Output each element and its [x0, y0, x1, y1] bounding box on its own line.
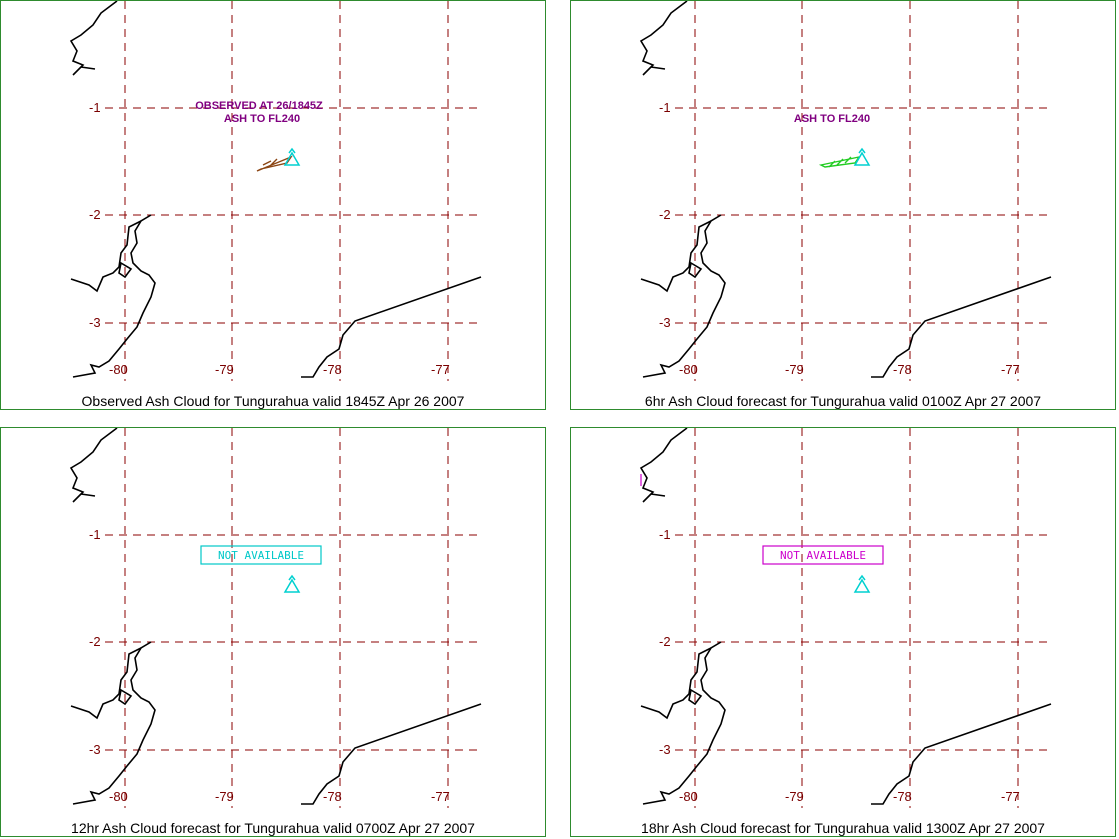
lat-label: -1 — [659, 527, 671, 542]
lat-label: -2 — [89, 207, 101, 222]
volcano-icon — [853, 574, 871, 593]
map-panel-18hr: -1 -2 -3 -80 -79 -78 -77 NOT AVAILABLE 1… — [570, 427, 1116, 837]
map-svg: -1 -2 -3 -80 -79 -78 -77 OBSERVED AT 26/… — [69, 1, 482, 381]
coastline — [639, 428, 1052, 805]
map-panel-6hr: -1 -2 -3 -80 -79 -78 -77 ASH TO FL240 6h… — [570, 0, 1116, 410]
ash-label-line: ASH TO FL240 — [224, 113, 300, 125]
map-panel-observed: -1 -2 -3 -80 -79 -78 -77 OBSERVED AT 26/… — [0, 0, 546, 410]
map-svg: -1 -2 -3 -80 -79 -78 -77 ASH TO FL240 — [639, 1, 1052, 381]
coastline — [69, 428, 482, 805]
lat-label: -3 — [89, 315, 101, 330]
lon-label: -77 — [1001, 362, 1020, 377]
grid-lines — [675, 1, 1051, 381]
lat-label: -1 — [89, 100, 101, 115]
lat-label: -1 — [89, 527, 101, 542]
map-svg: -1 -2 -3 -80 -79 -78 -77 NOT AVAILABLE — [69, 428, 482, 808]
lon-label: -79 — [215, 362, 234, 377]
lon-label: -79 — [785, 789, 804, 804]
grid-lines — [105, 1, 481, 381]
not-available-box — [200, 545, 322, 565]
lon-label: -80 — [109, 789, 128, 804]
ash-label-line: OBSERVED AT 26/1845Z — [195, 100, 323, 112]
map-svg: -1 -2 -3 -80 -79 -78 -77 NOT AVAILABLE — [639, 428, 1052, 808]
lon-label: -78 — [893, 789, 912, 804]
lon-label: -80 — [679, 789, 698, 804]
not-available-box — [762, 545, 884, 565]
ash-label-line: ASH TO FL240 — [794, 113, 870, 125]
volcano-icon — [283, 574, 301, 593]
panel-caption: 18hr Ash Cloud forecast for Tungurahua v… — [641, 820, 1045, 836]
lon-label: -80 — [679, 362, 698, 377]
lon-label: -77 — [1001, 789, 1020, 804]
lat-label: -2 — [659, 634, 671, 649]
lat-label: -1 — [659, 100, 671, 115]
ash-cloud-polygon — [818, 155, 861, 168]
lon-label: -77 — [431, 789, 450, 804]
panel-caption: Observed Ash Cloud for Tungurahua valid … — [81, 393, 465, 409]
lat-label: -3 — [89, 742, 101, 757]
volcano-icon — [853, 147, 871, 166]
lon-label: -78 — [323, 789, 342, 804]
not-available-label: NOT AVAILABLE — [218, 549, 304, 562]
lon-label: -79 — [785, 362, 804, 377]
grid-lines — [105, 428, 481, 808]
lat-label: -3 — [659, 315, 671, 330]
panel-caption: 6hr Ash Cloud forecast for Tungurahua va… — [644, 393, 1042, 409]
lat-label: -3 — [659, 742, 671, 757]
lon-label: -78 — [893, 362, 912, 377]
map-panel-12hr: -1 -2 -3 -80 -79 -78 -77 NOT AVAILABLE 1… — [0, 427, 546, 837]
coastline — [69, 1, 482, 378]
lat-label: -2 — [659, 207, 671, 222]
coastline — [639, 1, 1052, 378]
grid-lines — [675, 428, 1051, 808]
not-available-label: NOT AVAILABLE — [780, 549, 866, 562]
lat-label: -2 — [89, 634, 101, 649]
lon-label: -80 — [109, 362, 128, 377]
lon-label: -77 — [431, 362, 450, 377]
panel-caption: 12hr Ash Cloud forecast for Tungurahua v… — [71, 820, 475, 836]
lon-label: -78 — [323, 362, 342, 377]
lon-label: -79 — [215, 789, 234, 804]
volcano-icon — [283, 147, 301, 166]
